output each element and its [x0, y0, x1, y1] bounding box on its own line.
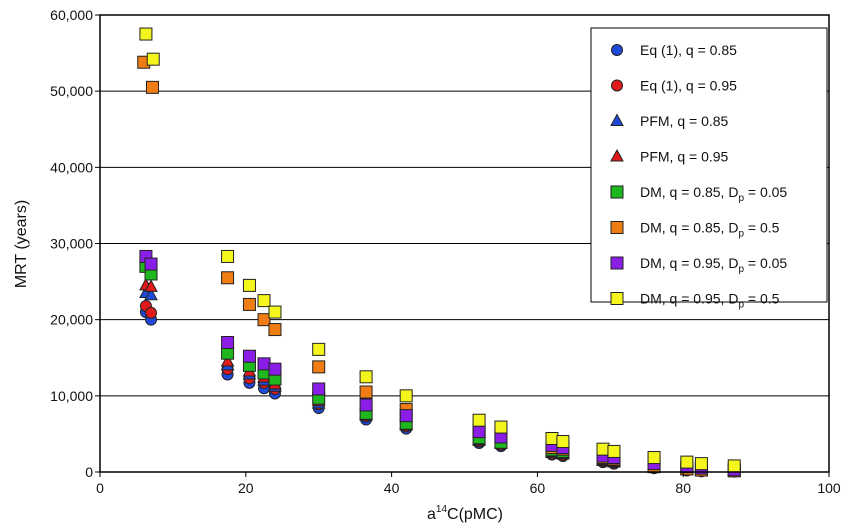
y-tick-label: 30,000: [50, 236, 93, 252]
x-axis-title-rest: C(pMC): [447, 506, 503, 523]
data-point-series-7: [242, 349, 256, 363]
legend-marker-5: [610, 185, 624, 199]
data-point-series-8: [694, 457, 708, 471]
data-point-series-8: [727, 459, 741, 473]
data-point-series-7: [144, 257, 158, 271]
x-tick-label: 60: [530, 480, 546, 496]
x-tick-label: 80: [675, 480, 691, 496]
data-point-series-6: [257, 313, 271, 327]
data-point-series-8: [472, 413, 486, 427]
data-point-series-8: [494, 420, 508, 434]
data-point-series-4: [220, 354, 235, 367]
legend-marker-6: [610, 221, 624, 234]
x-axis-title-superscript: 14: [436, 504, 448, 515]
y-axis-title: MRT (years): [13, 200, 30, 288]
legend-label-8: DM, q = 0.95, Dp = 0.5: [640, 291, 780, 311]
y-tick-label: 50,000: [50, 83, 93, 99]
x-tick-label: 40: [384, 480, 400, 496]
data-point-series-6: [359, 385, 373, 399]
data-point-series-6: [242, 297, 256, 311]
legend-marker-4: [610, 148, 624, 162]
data-point-series-2: [145, 306, 158, 319]
data-point-series-6: [268, 323, 282, 337]
data-point-series-7: [472, 425, 486, 439]
legend-marker-1: [611, 44, 623, 56]
legend-marker-3: [610, 113, 624, 126]
x-axis-title-base: a: [427, 506, 436, 523]
data-point-series-8: [399, 389, 413, 403]
data-point-series-8: [647, 451, 661, 465]
data-point-series-7: [268, 362, 282, 376]
y-tick-label: 0: [85, 464, 93, 480]
data-point-series-8: [257, 294, 271, 308]
data-point-series-7: [221, 336, 235, 350]
data-point-series-8: [556, 435, 570, 449]
x-tick-label: 20: [238, 480, 254, 496]
data-point-series-6: [221, 271, 235, 285]
legend-label-5: DM, q = 0.85, Dp = 0.05: [640, 184, 787, 204]
data-point-series-8: [139, 27, 153, 41]
data-points: [137, 27, 742, 478]
data-point-series-7: [399, 409, 413, 423]
x-tick-label: 100: [817, 480, 841, 496]
data-point-series-7: [257, 357, 271, 371]
data-point-series-8: [596, 442, 610, 456]
data-point-series-3: [144, 287, 158, 301]
data-point-series-8: [359, 370, 373, 384]
data-point-series-8: [545, 431, 559, 445]
data-point-series-8: [221, 249, 235, 263]
legend: Eq (1), q = 0.85 Eq (1), q = 0.95 PFM, q =…: [590, 27, 828, 311]
legend-box: [590, 27, 828, 303]
data-point-series-4: [144, 279, 158, 292]
data-point-series-8: [607, 444, 621, 458]
data-point-series-8: [680, 455, 694, 469]
x-tick-label: 0: [96, 480, 104, 496]
x-axis-title: a14C(pMC): [427, 504, 503, 523]
data-point-series-6: [312, 360, 326, 374]
data-point-series-8: [146, 52, 160, 66]
legend-label-4: PFM, q = 0.95: [640, 149, 729, 165]
data-point-series-8: [268, 305, 282, 319]
legend-marker-7: [610, 256, 624, 270]
y-tick-label: 40,000: [50, 159, 93, 175]
y-tick-label: 10,000: [50, 388, 93, 404]
legend-label-2: Eq (1), q = 0.95: [640, 78, 737, 94]
legend-label-6: DM, q = 0.85, Dp = 0.5: [640, 220, 780, 240]
legend-marker-8: [610, 292, 624, 305]
data-point-series-7: [359, 398, 373, 412]
y-tick-label: 60,000: [50, 7, 93, 23]
legend-label-3: PFM, q = 0.85: [640, 113, 729, 129]
legend-label-1: Eq (1), q = 0.85: [640, 42, 737, 58]
data-point-series-7: [312, 382, 326, 396]
data-point-series-6: [145, 80, 159, 94]
axis-ticks: 0 10,000 20,000 30,000 40,000 50,000 60,000 0 20…: [50, 7, 841, 496]
data-point-series-8: [312, 342, 326, 356]
y-tick-label: 20,000: [50, 312, 93, 328]
legend-label-7: DM, q = 0.95, Dp = 0.05: [640, 255, 787, 275]
legend-marker-2: [611, 79, 623, 92]
data-point-series-8: [242, 278, 256, 292]
